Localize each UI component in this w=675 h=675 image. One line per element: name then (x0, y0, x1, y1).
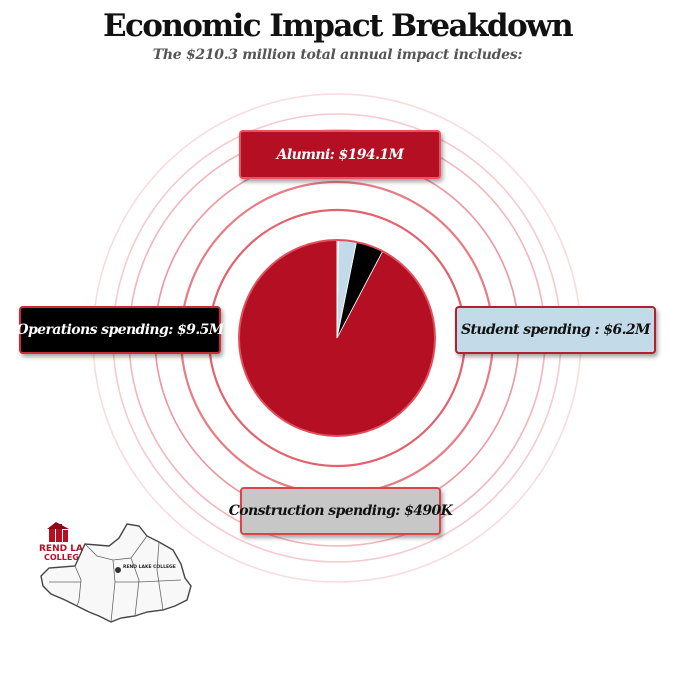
logo-name-line2: COLLEGE (44, 553, 84, 562)
map-college-label: REND LAKE COLLEGE (123, 564, 176, 570)
callout-student: Student spending : $6.2M (455, 306, 656, 354)
callout-construction: Construction spending: $490K (229, 487, 453, 535)
callout-operations: Operations spending: $9.5M (16, 306, 224, 354)
rend-lake-college-logo-map: REND LAKE COLLEGE REND LAKE COLLEGE (39, 522, 192, 623)
district-map-outline (40, 523, 192, 623)
logo-name-line1: REND LAKE (39, 544, 96, 554)
college-building-icon (47, 522, 69, 542)
page-title: Economic Impact Breakdown (102, 8, 574, 44)
page-subtitle: The $210.3 million total annual impact i… (152, 47, 523, 63)
pie-outline (238, 239, 436, 437)
county-borders (49, 535, 182, 623)
college-location-marker (115, 567, 121, 573)
pie-slices (238, 239, 436, 437)
callout-alumni: Alumni: $194.1M (239, 130, 441, 179)
